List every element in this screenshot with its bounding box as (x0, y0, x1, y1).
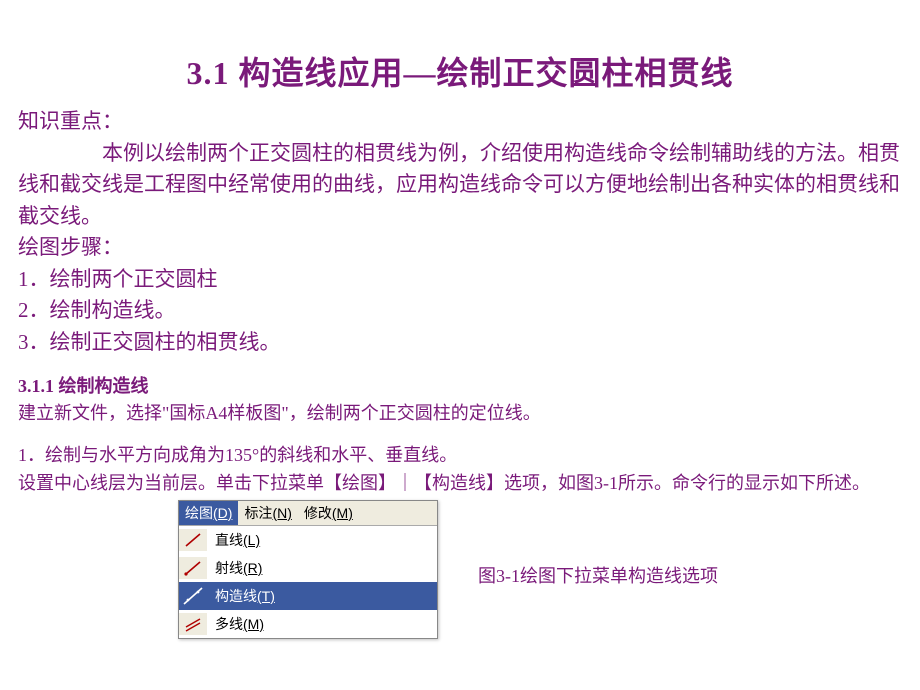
step-item: 2．绘制构造线。 (18, 295, 902, 327)
menubar-item-draw[interactable]: 绘图(D) (179, 501, 238, 525)
menubar-label: 标注 (244, 505, 272, 521)
menu-item-ray[interactable]: 射线(R) (179, 554, 437, 582)
menu-item-label: 直线(L) (215, 530, 260, 550)
figure-row: 绘图(D) 标注(N) 修改(M) 直线(L) (18, 500, 902, 639)
menu-bar: 绘图(D) 标注(N) 修改(M) (179, 501, 437, 526)
menubar-item-modify[interactable]: 修改(M) (298, 501, 359, 525)
line-icon (179, 529, 207, 551)
subsection-line: 1．绘制与水平方向成角为135°的斜线和水平、垂直线。 (18, 442, 902, 470)
menu-item-key: (L) (243, 532, 260, 548)
menu-item-xline[interactable]: 构造线(T) (179, 582, 437, 610)
knowledge-body: 本例以绘制两个正交圆柱的相贯线为例，介绍使用构造线命令绘制辅助线的方法。相贯线和… (18, 138, 902, 233)
subsection-line: 建立新文件，选择"国标A4样板图"，绘制两个正交圆柱的定位线。 (18, 400, 902, 428)
menubar-key: (M) (332, 505, 353, 521)
menu-item-text: 多线 (215, 616, 243, 632)
menu-item-label: 构造线(T) (215, 586, 275, 606)
menu-item-line[interactable]: 直线(L) (179, 526, 437, 554)
menu-item-label: 射线(R) (215, 558, 262, 578)
menu-item-text: 射线 (215, 560, 243, 576)
figure-caption: 图3-1绘图下拉菜单构造线选项 (478, 562, 718, 588)
menubar-label: 绘图 (185, 505, 213, 521)
mline-icon (179, 613, 207, 635)
menubar-item-dimension[interactable]: 标注(N) (238, 501, 297, 525)
menu-item-text: 直线 (215, 532, 243, 548)
subsection-heading: 3.1.1 绘制构造线 (18, 372, 902, 398)
menubar-key: (D) (213, 505, 232, 521)
dropdown-menu-figure: 绘图(D) 标注(N) 修改(M) 直线(L) (178, 500, 438, 639)
menu-item-label: 多线(M) (215, 614, 264, 634)
spacer (18, 428, 902, 442)
menu-item-key: (T) (257, 588, 275, 604)
content-area: 知识重点： 本例以绘制两个正交圆柱的相贯线为例，介绍使用构造线命令绘制辅助线的方… (0, 106, 920, 639)
page-title: 3.1 构造线应用—绘制正交圆柱相贯线 (0, 0, 920, 106)
menu-item-key: (R) (243, 560, 262, 576)
menu-item-text: 构造线 (215, 588, 257, 604)
ray-icon (179, 557, 207, 579)
menubar-key: (N) (272, 505, 291, 521)
subsection-line: 设置中心线层为当前层。单击下拉菜单【绘图】｜【构造线】选项，如图3-1所示。命令… (18, 470, 902, 498)
step-item: 1．绘制两个正交圆柱 (18, 264, 902, 296)
knowledge-label: 知识重点： (18, 106, 902, 138)
menu-item-key: (M) (243, 616, 264, 632)
xline-icon (179, 585, 207, 607)
steps-label: 绘图步骤： (18, 232, 902, 264)
menubar-label: 修改 (304, 505, 332, 521)
menu-dropdown-list: 直线(L) 射线(R) 构造线(T) (179, 526, 437, 638)
menu-item-mline[interactable]: 多线(M) (179, 610, 437, 638)
step-item: 3．绘制正交圆柱的相贯线。 (18, 327, 902, 359)
